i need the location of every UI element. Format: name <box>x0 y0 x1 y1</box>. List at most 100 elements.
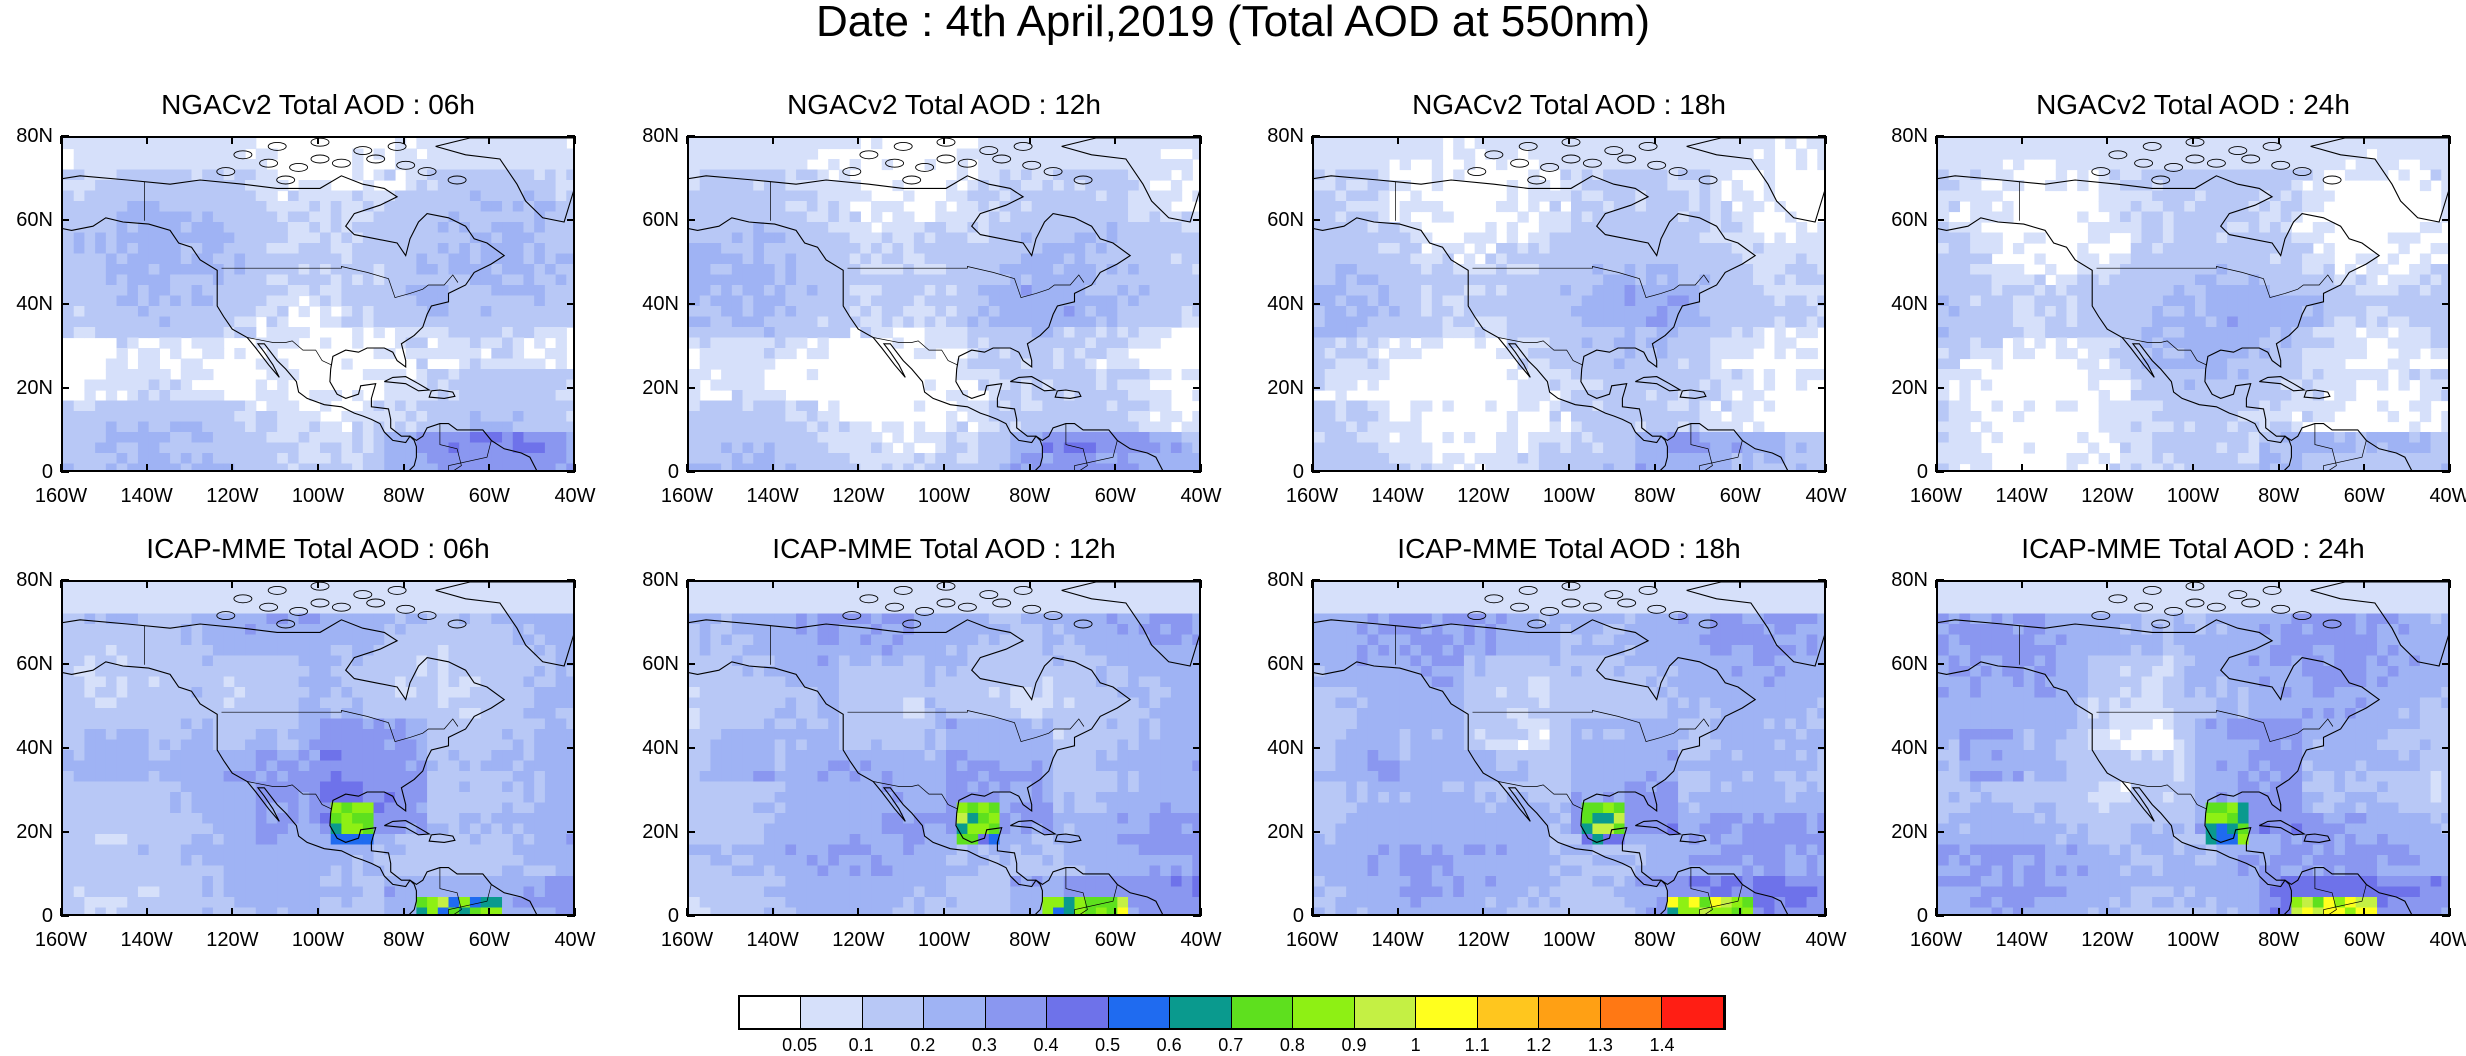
x-tick-label: 140W <box>746 485 799 507</box>
x-tick-mark <box>1028 136 1031 144</box>
y-tick-label: 80N <box>1267 569 1304 591</box>
map-panel-7 <box>1312 580 1826 916</box>
arctic-island-9 <box>1561 582 1581 591</box>
aod-map-6 <box>689 582 1199 914</box>
x-tick-mark <box>145 908 148 916</box>
x-tick-mark <box>574 464 576 472</box>
y-tick-mark <box>1936 579 1944 581</box>
arctic-island-4 <box>366 598 386 608</box>
x-tick-mark <box>145 580 148 588</box>
x-tick-mark <box>2449 908 2451 916</box>
arctic-island-8 <box>893 141 913 151</box>
y-tick-mark <box>61 387 69 389</box>
panel-title-3: NGACv2 Total AOD : 18h <box>1412 89 1726 120</box>
coastline-1 <box>1314 217 1668 470</box>
y-tick-mark <box>61 303 69 305</box>
panel-title-2: NGACv2 Total AOD : 12h <box>787 89 1101 120</box>
x-tick-mark <box>231 136 234 144</box>
x-tick-mark <box>686 908 688 916</box>
arctic-island-14 <box>1527 175 1547 185</box>
x-tick-mark <box>317 136 319 144</box>
colorbar-swatch <box>1416 997 1478 1028</box>
y-tick-label: 40N <box>1267 293 1304 315</box>
y-tick-mark <box>2442 219 2450 221</box>
arctic-island-5 <box>1647 604 1667 614</box>
colorbar-swatch <box>1662 997 1724 1028</box>
x-tick-label: 40W <box>1805 929 1847 951</box>
x-tick-mark <box>1396 136 1399 144</box>
x-tick-mark <box>1739 580 1742 588</box>
y-tick-mark <box>1312 135 1320 137</box>
y-tick-mark <box>1193 303 1201 305</box>
y-tick-label: 0 <box>1916 461 1928 483</box>
arctic-island-3 <box>2206 158 2226 168</box>
y-tick-mark <box>1193 747 1201 749</box>
map-panel-2 <box>687 136 1201 472</box>
arctic-island-12 <box>233 150 253 160</box>
y-tick-mark <box>2442 471 2450 473</box>
x-tick-label: 60W <box>2343 485 2385 507</box>
arctic-island-8 <box>267 585 287 595</box>
arctic-island-0 <box>1510 158 1530 168</box>
arctic-island-4 <box>2241 154 2261 164</box>
x-tick-mark <box>1311 580 1313 588</box>
y-tick-mark <box>1312 303 1320 305</box>
coastline-1 <box>689 661 1043 914</box>
x-tick-label: 60W <box>468 929 510 951</box>
border-line-2 <box>1498 781 1584 810</box>
aod-map-4 <box>1938 138 2448 470</box>
coastline-3 <box>384 376 431 392</box>
x-tick-label: 140W <box>120 485 173 507</box>
colorbar-swatch <box>801 997 863 1028</box>
x-tick-mark <box>1028 580 1031 588</box>
border-line-0 <box>1472 266 1710 299</box>
x-tick-label: 40W <box>1805 485 1847 507</box>
arctic-island-13 <box>2091 611 2111 621</box>
arctic-island-1 <box>1540 606 1560 616</box>
x-tick-mark <box>2277 908 2280 916</box>
arctic-island-1 <box>289 162 309 172</box>
y-tick-mark <box>1818 747 1826 749</box>
x-tick-mark <box>1114 908 1117 916</box>
x-tick-label: 120W <box>2081 485 2134 507</box>
y-tick-mark <box>2442 135 2450 137</box>
x-tick-mark <box>1114 136 1117 144</box>
y-tick-mark <box>1818 663 1826 665</box>
x-tick-mark <box>231 580 234 588</box>
x-tick-label: 160W <box>1909 485 1963 507</box>
border-line-0 <box>221 710 459 743</box>
x-tick-mark <box>1935 580 1937 588</box>
y-tick-mark <box>1936 831 1944 833</box>
coastline-3 <box>1635 820 1682 836</box>
x-tick-mark <box>488 136 491 144</box>
x-tick-mark <box>943 908 945 916</box>
x-tick-mark <box>1028 908 1031 916</box>
colorbar-swatch <box>1600 997 1663 1028</box>
y-tick-mark <box>1818 135 1826 137</box>
arctic-island-3 <box>957 158 977 168</box>
colorbar-swatch <box>1170 997 1232 1028</box>
coastline-3 <box>1010 376 1057 392</box>
border-line-2 <box>247 781 333 810</box>
arctic-island-7 <box>447 175 467 185</box>
x-tick-mark <box>2020 464 2023 472</box>
border-line-0 <box>2096 266 2334 299</box>
arctic-island-12 <box>2108 594 2128 604</box>
arctic-island-14 <box>1527 619 1547 629</box>
x-tick-mark <box>2192 136 2194 144</box>
arctic-island-10 <box>1604 146 1624 156</box>
y-tick-mark <box>687 471 695 473</box>
arctic-island-6 <box>2292 611 2312 621</box>
x-tick-mark <box>1028 464 1031 472</box>
arctic-island-1 <box>915 606 935 616</box>
y-tick-label: 40N <box>1891 293 1928 315</box>
aod-map-5 <box>63 582 573 914</box>
arctic-island-2 <box>310 154 330 164</box>
coastline-0 <box>689 175 1164 470</box>
x-tick-mark <box>771 136 774 144</box>
figure-title: Date : 4th April,2019 (Total AOD at 550n… <box>815 0 1650 46</box>
border-line-2 <box>2122 781 2208 810</box>
x-tick-mark <box>1653 580 1656 588</box>
coastline-1 <box>1938 217 2292 470</box>
y-tick-mark <box>687 747 695 749</box>
